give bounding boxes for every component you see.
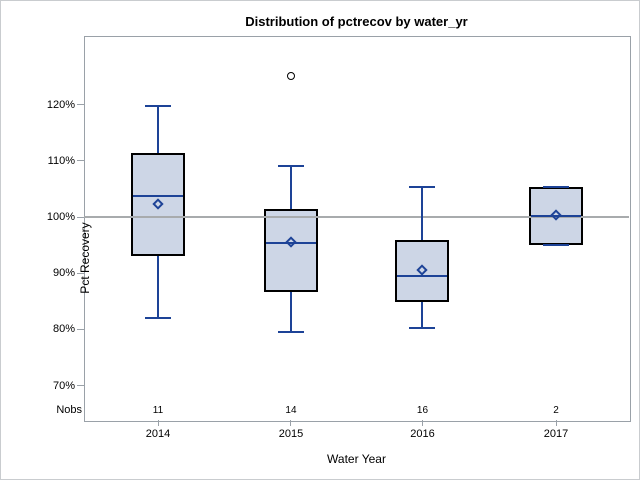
- x-axis-title: Water Year: [327, 452, 386, 466]
- median-line: [133, 194, 183, 197]
- whisker-cap-upper: [409, 186, 436, 189]
- x-tick-mark: [555, 420, 557, 426]
- whisker-stem-lower: [421, 302, 424, 328]
- y-tick-label: 100%: [46, 211, 75, 224]
- y-axis-title: Pct Recovery: [78, 222, 92, 294]
- whisker-cap-lower: [277, 330, 304, 333]
- y-tick-label: 110%: [47, 154, 75, 167]
- whisker-stem-upper: [289, 165, 292, 209]
- x-tick-mark: [290, 420, 292, 426]
- nobs-row-label: Nobs: [56, 404, 82, 416]
- whisker-stem-upper: [421, 187, 424, 240]
- median-line: [531, 215, 582, 218]
- outlier-point-icon: [286, 72, 295, 81]
- nobs-value: 11: [152, 405, 164, 416]
- y-tick-mark: [77, 328, 84, 330]
- median-line: [397, 275, 448, 278]
- median-line: [265, 242, 316, 245]
- y-tick-mark: [77, 104, 84, 106]
- whisker-cap-upper: [277, 164, 304, 167]
- nobs-value: 14: [285, 405, 297, 416]
- whisker-cap-lower: [543, 244, 570, 247]
- y-tick-label: 120%: [46, 98, 75, 111]
- whisker-cap-upper: [543, 186, 570, 189]
- whisker-stem-lower: [157, 256, 159, 318]
- x-category-label: 2016: [410, 428, 435, 440]
- whisker-cap-lower: [409, 326, 436, 329]
- chart-title: Distribution of pctrecov by water_yr: [245, 14, 468, 29]
- y-tick-label: 70%: [52, 379, 75, 392]
- y-tick-mark: [77, 216, 84, 218]
- box-body: [263, 208, 318, 292]
- whisker-stem-lower: [289, 291, 292, 332]
- nobs-value: 2: [553, 405, 559, 416]
- x-category-label: 2014: [145, 428, 171, 440]
- y-tick-label: 90%: [52, 267, 75, 280]
- y-tick-mark: [77, 160, 84, 162]
- y-tick-label: 80%: [52, 323, 75, 336]
- whisker-cap-upper: [145, 105, 171, 108]
- y-tick-mark: [77, 385, 84, 387]
- x-tick-mark: [157, 420, 159, 426]
- x-tick-mark: [421, 420, 423, 426]
- nobs-value: 16: [416, 405, 429, 416]
- x-category-label: 2017: [543, 428, 569, 440]
- whisker-stem-upper: [157, 106, 159, 153]
- y-tick-mark: [77, 272, 84, 274]
- x-category-label: 2015: [278, 428, 304, 440]
- whisker-cap-lower: [145, 316, 171, 319]
- reference-line: [84, 216, 629, 219]
- box-body: [395, 239, 450, 303]
- box-body: [131, 152, 185, 257]
